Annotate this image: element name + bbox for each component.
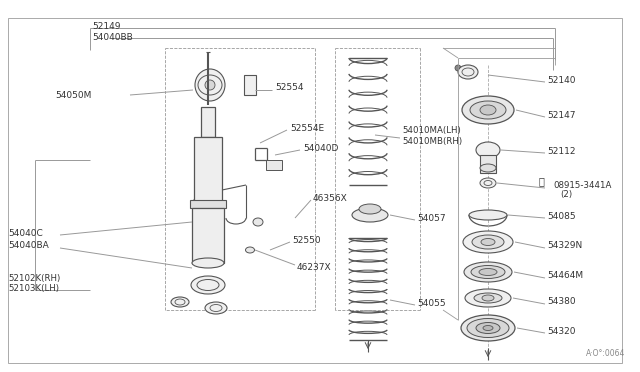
- Text: 54329N: 54329N: [547, 241, 582, 250]
- Text: 52103K(LH): 52103K(LH): [8, 285, 59, 294]
- Ellipse shape: [192, 258, 224, 268]
- Text: 54057: 54057: [417, 214, 445, 222]
- Ellipse shape: [195, 69, 225, 101]
- Text: 52550: 52550: [292, 235, 321, 244]
- Bar: [201, 107, 215, 137]
- Ellipse shape: [246, 247, 255, 253]
- Text: 46237X: 46237X: [297, 263, 332, 272]
- Text: 46356X: 46356X: [313, 193, 348, 202]
- Ellipse shape: [463, 231, 513, 253]
- Ellipse shape: [205, 80, 215, 90]
- Ellipse shape: [479, 269, 497, 276]
- Text: 54464M: 54464M: [547, 272, 583, 280]
- Ellipse shape: [467, 318, 509, 337]
- Text: 52147: 52147: [547, 110, 575, 119]
- Ellipse shape: [352, 208, 388, 222]
- Bar: [266, 160, 282, 170]
- Text: A·O°:0064: A·O°:0064: [586, 349, 625, 358]
- Ellipse shape: [480, 178, 496, 188]
- Text: 54040BB: 54040BB: [92, 32, 132, 42]
- Text: 54040BA: 54040BA: [8, 241, 49, 250]
- Text: 52554E: 52554E: [290, 124, 324, 132]
- Bar: [192, 208, 224, 263]
- Text: 52554: 52554: [275, 83, 303, 92]
- Ellipse shape: [464, 262, 512, 282]
- Ellipse shape: [455, 65, 461, 71]
- Text: 52149: 52149: [92, 22, 120, 31]
- Ellipse shape: [458, 65, 478, 79]
- Ellipse shape: [476, 323, 500, 334]
- Ellipse shape: [171, 297, 189, 307]
- Ellipse shape: [482, 295, 494, 301]
- Ellipse shape: [470, 101, 506, 119]
- Ellipse shape: [483, 326, 493, 330]
- Text: 52112: 52112: [547, 147, 575, 155]
- Ellipse shape: [476, 142, 500, 158]
- Text: (2): (2): [560, 189, 572, 199]
- Text: 52102K(RH): 52102K(RH): [8, 273, 60, 282]
- Bar: [190, 200, 226, 208]
- Ellipse shape: [359, 204, 381, 214]
- Bar: [194, 137, 222, 207]
- Ellipse shape: [480, 105, 496, 115]
- Text: 54010MB(RH): 54010MB(RH): [402, 137, 462, 145]
- Text: 54010MA(LH): 54010MA(LH): [402, 125, 461, 135]
- Ellipse shape: [469, 210, 507, 220]
- Text: 52140: 52140: [547, 76, 575, 84]
- Bar: [480, 155, 496, 173]
- Ellipse shape: [465, 289, 511, 307]
- Text: 54055: 54055: [417, 298, 445, 308]
- Ellipse shape: [253, 218, 263, 226]
- Text: 54040D: 54040D: [303, 144, 339, 153]
- Ellipse shape: [481, 238, 495, 246]
- Ellipse shape: [471, 266, 505, 279]
- Text: 08915-3441A: 08915-3441A: [553, 180, 611, 189]
- Ellipse shape: [480, 164, 496, 172]
- Bar: [244, 75, 256, 95]
- Text: 54050M: 54050M: [55, 90, 92, 99]
- Text: 54040C: 54040C: [8, 228, 43, 237]
- Ellipse shape: [462, 96, 514, 124]
- Ellipse shape: [191, 276, 225, 294]
- Text: 54320: 54320: [547, 327, 575, 336]
- Ellipse shape: [472, 235, 504, 249]
- Text: 54085: 54085: [547, 212, 575, 221]
- Text: 54380: 54380: [547, 298, 575, 307]
- Ellipse shape: [474, 293, 502, 303]
- Ellipse shape: [461, 315, 515, 341]
- Text: Ⓦ: Ⓦ: [539, 176, 545, 186]
- Ellipse shape: [205, 302, 227, 314]
